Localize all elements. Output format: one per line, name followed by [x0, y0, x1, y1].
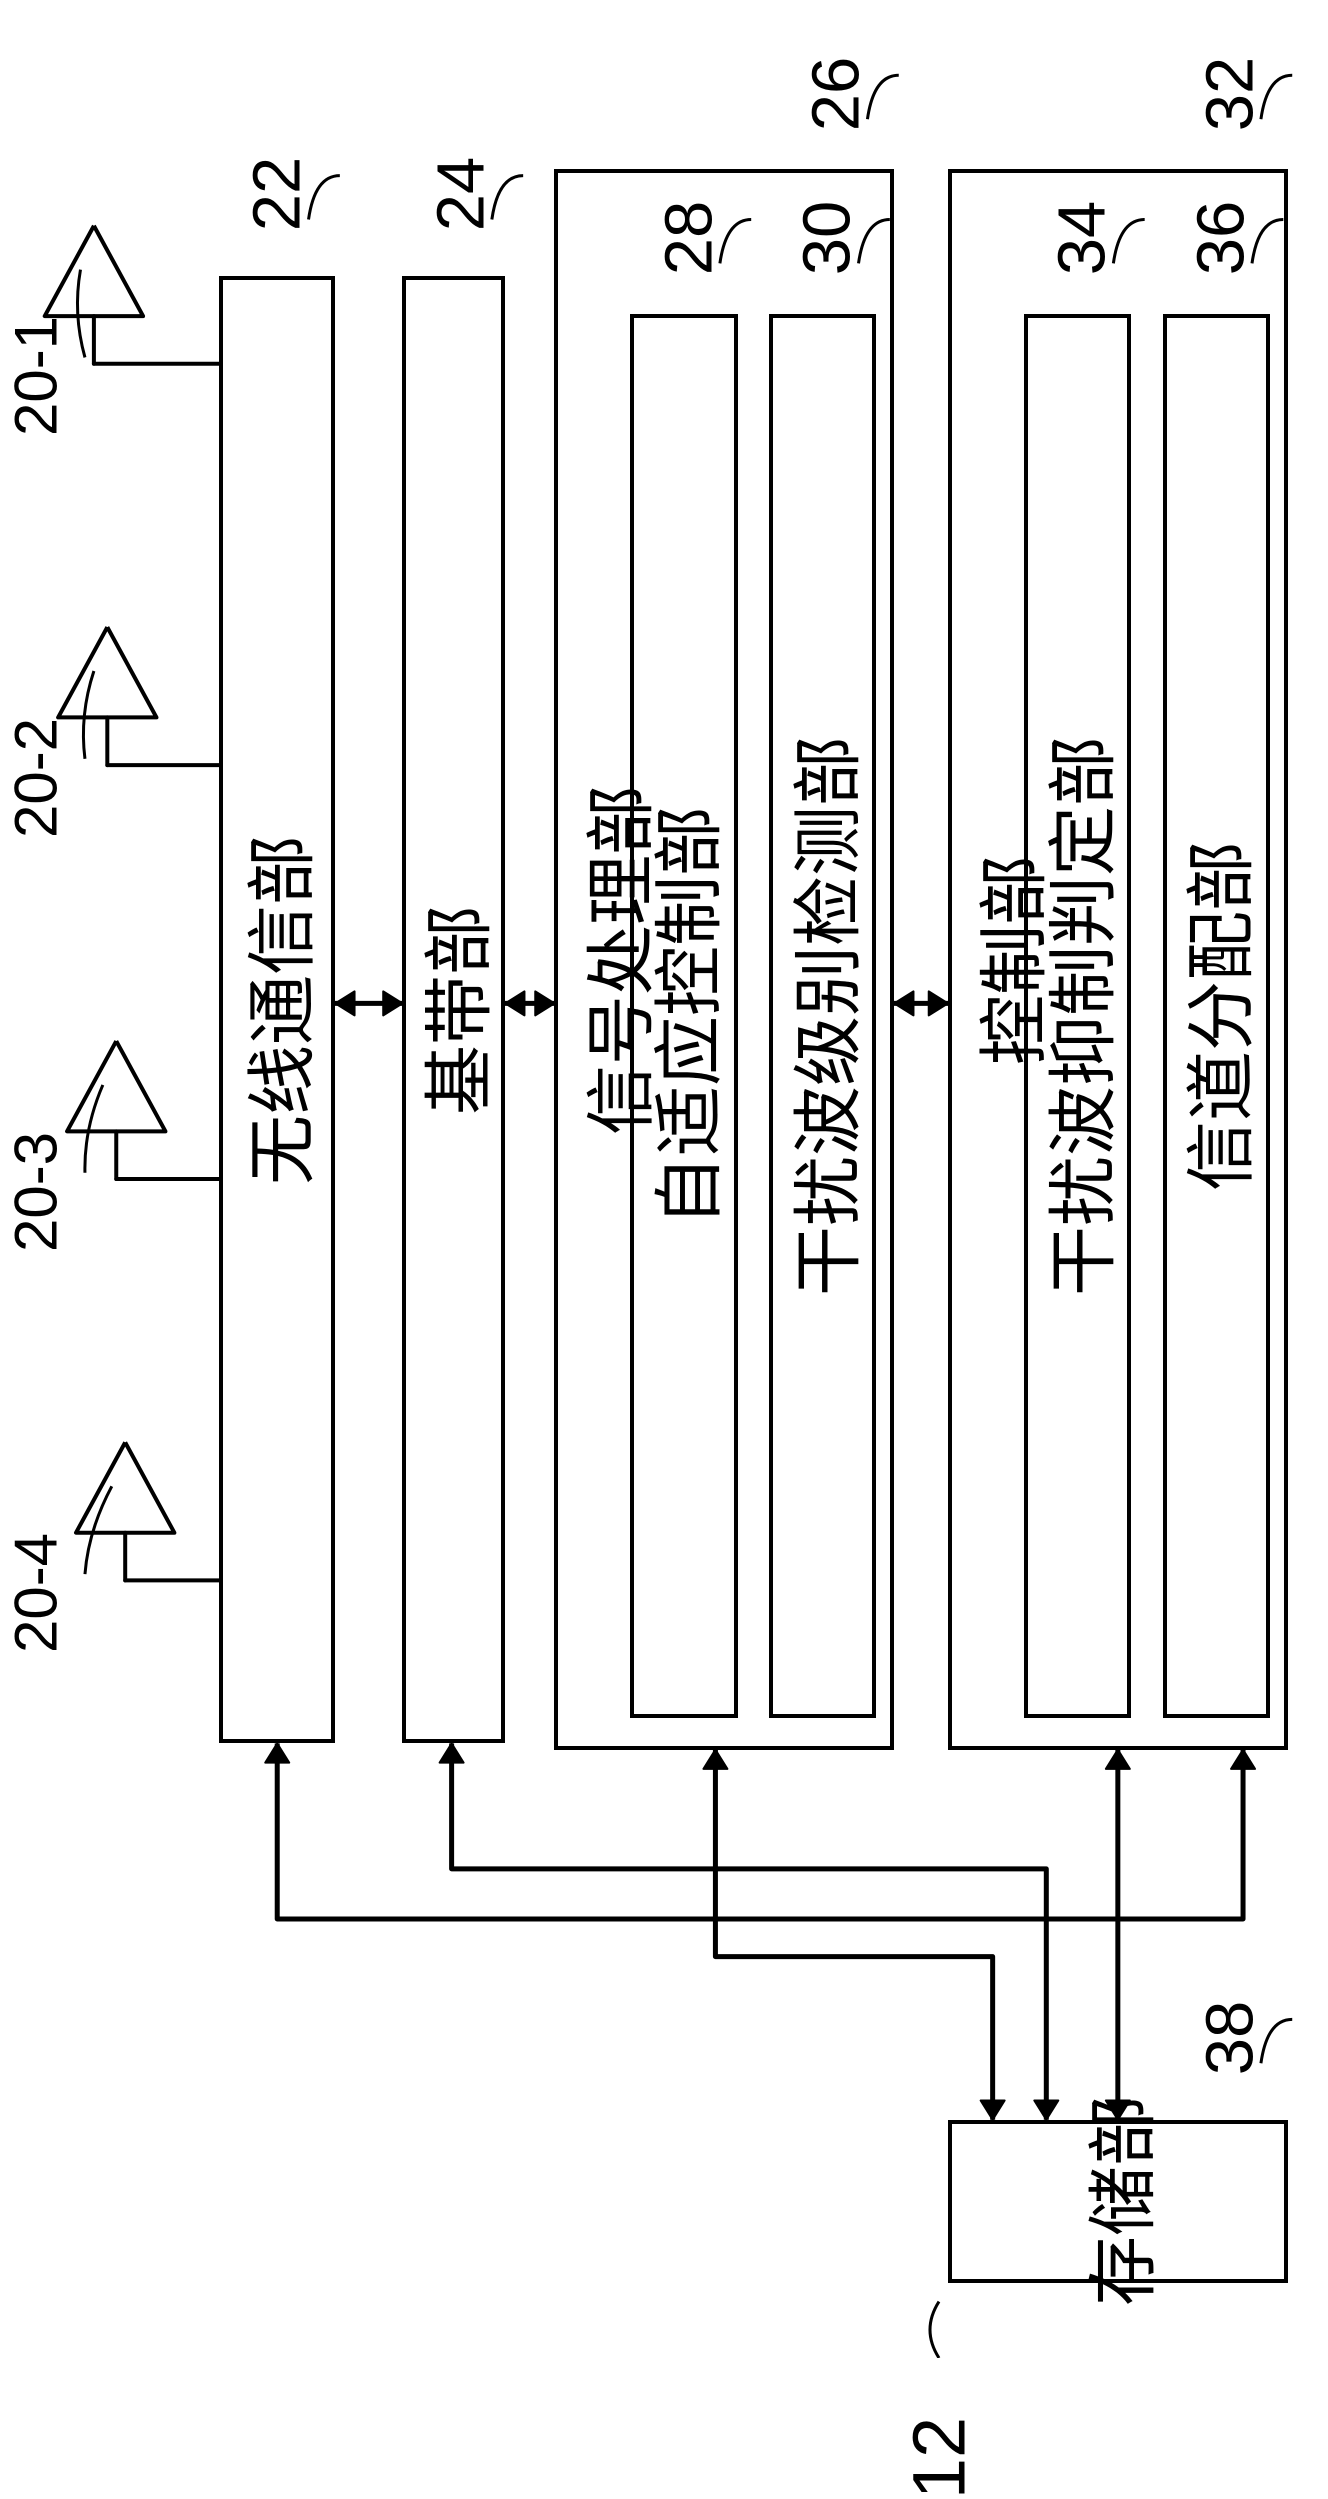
- ref-30: 30: [789, 201, 866, 276]
- antenna-label-3: 20-3: [1, 1131, 70, 1251]
- antenna-label-1: 20-1: [1, 316, 70, 436]
- ref-28: 28: [650, 201, 727, 276]
- ref-24: 24: [422, 157, 499, 232]
- figure-ref: 12: [896, 2417, 981, 2499]
- storage-label: 存储部: [1067, 2096, 1168, 2306]
- antenna-label-4: 20-4: [1, 1533, 70, 1653]
- ref-26: 26: [798, 57, 875, 132]
- interference-detect-label: 干扰波级别检测部: [772, 736, 873, 1296]
- ref-34: 34: [1044, 201, 1121, 276]
- ref-38: 38: [1191, 2001, 1268, 2076]
- wireless-comm-label: 无线通信部: [227, 835, 328, 1185]
- adaptive-control-label: 自适应控制部: [634, 806, 735, 1226]
- channel-alloc-label: 信道分配部: [1166, 841, 1267, 1191]
- ref-22: 22: [239, 157, 316, 232]
- baseband-label: 基带部: [403, 905, 504, 1115]
- interference-judge-label: 干扰波抑制判定部: [1027, 736, 1128, 1296]
- diagram-canvas: 无线通信部 基带部 信号处理部 自适应控制部 干扰波级别检测部 控制部 干扰波抑…: [0, 0, 1328, 2358]
- ref-32: 32: [1191, 57, 1268, 132]
- ref-36: 36: [1182, 201, 1259, 276]
- antenna-label-2: 20-2: [1, 718, 70, 838]
